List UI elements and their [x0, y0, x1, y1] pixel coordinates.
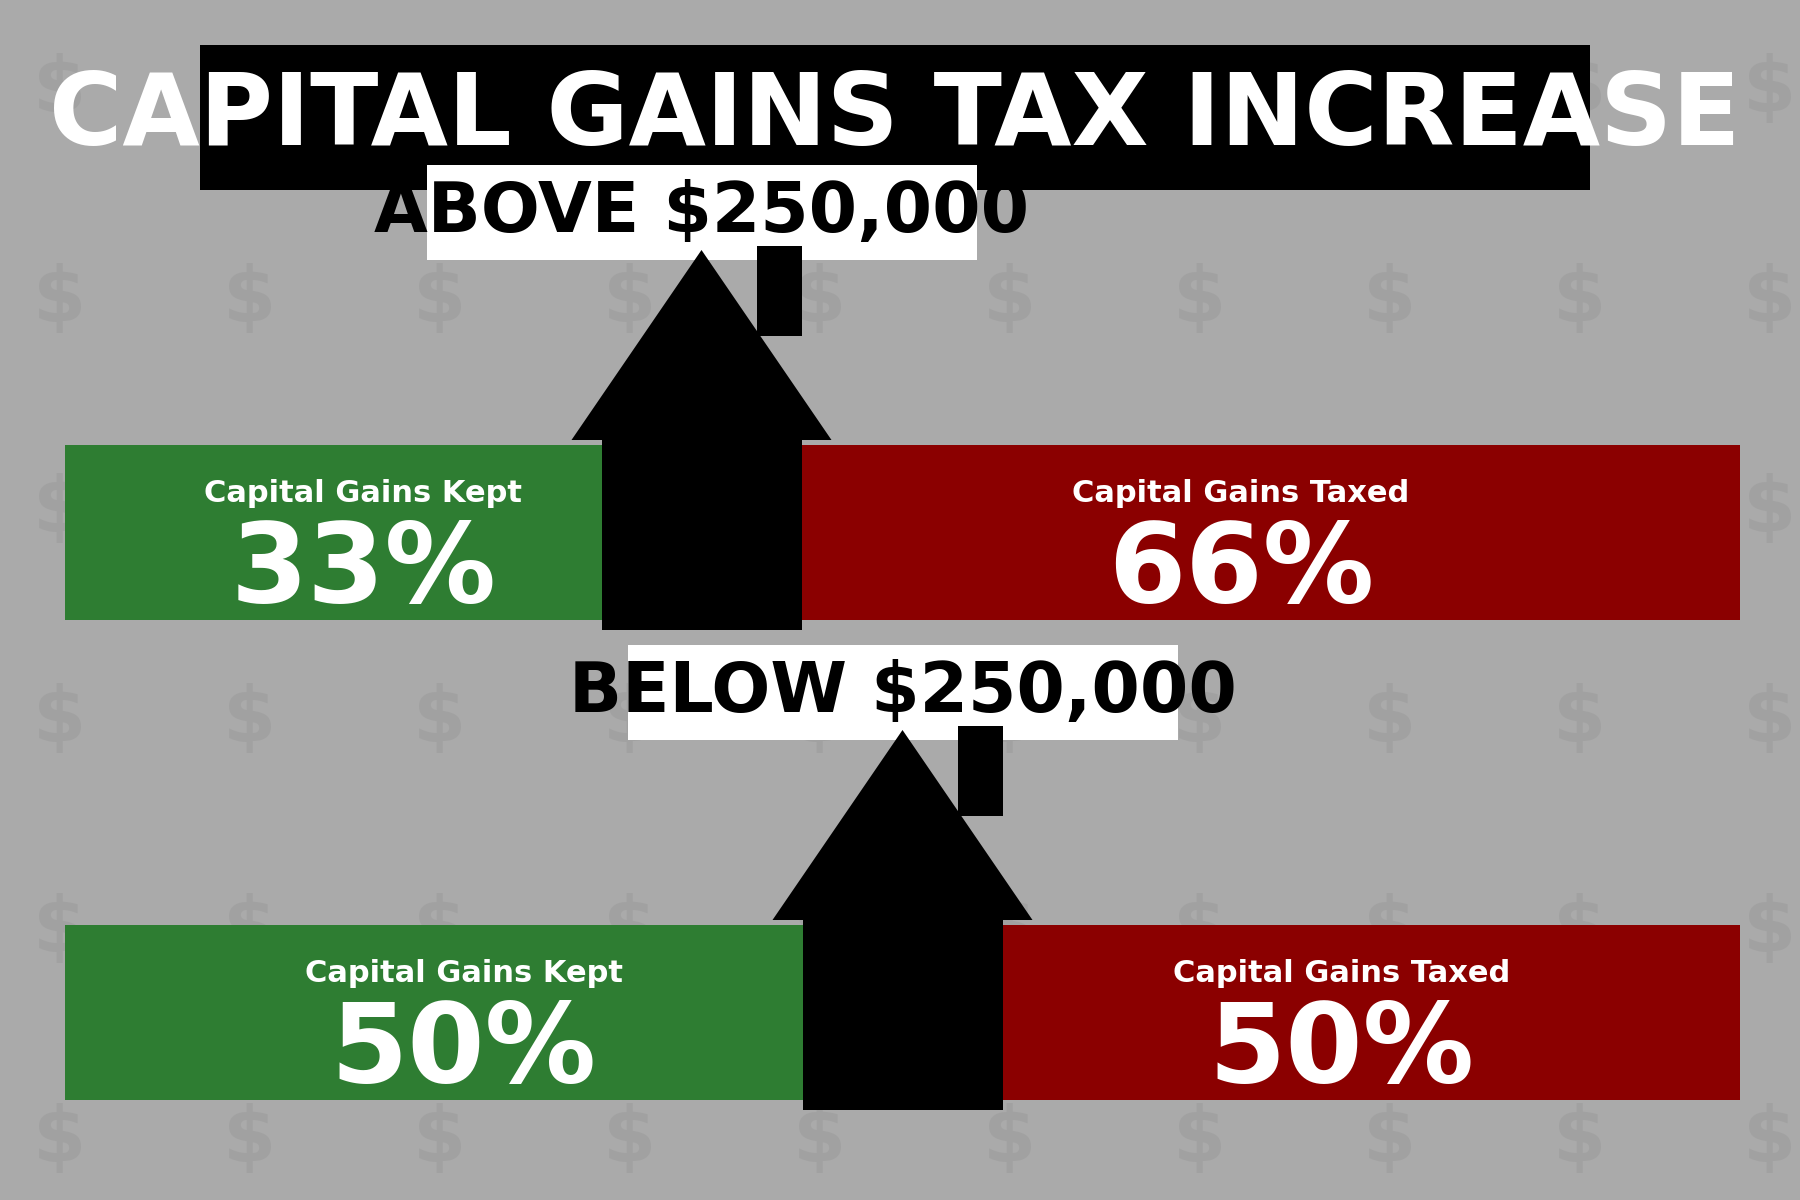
- FancyBboxPatch shape: [803, 920, 1003, 1110]
- Text: $: $: [983, 473, 1037, 547]
- Text: $: $: [34, 893, 86, 967]
- Text: $: $: [1553, 1103, 1607, 1177]
- Text: $: $: [603, 473, 657, 547]
- Text: $: $: [34, 263, 86, 337]
- Text: $: $: [414, 683, 466, 757]
- Text: $: $: [1174, 263, 1226, 337]
- Text: $: $: [414, 893, 466, 967]
- Text: 66%: 66%: [1107, 517, 1373, 624]
- Text: $: $: [983, 893, 1037, 967]
- Text: $: $: [1553, 683, 1607, 757]
- Text: 50%: 50%: [1208, 997, 1474, 1104]
- Text: $: $: [414, 263, 466, 337]
- Text: $: $: [794, 473, 846, 547]
- FancyBboxPatch shape: [958, 726, 1003, 816]
- Text: $: $: [1174, 53, 1226, 127]
- Text: $: $: [1363, 893, 1417, 967]
- Text: $: $: [414, 53, 466, 127]
- Text: Capital Gains Taxed: Capital Gains Taxed: [1172, 960, 1510, 989]
- Text: $: $: [1553, 53, 1607, 127]
- Text: $: $: [603, 263, 657, 337]
- Text: $: $: [223, 263, 277, 337]
- Text: $: $: [603, 1103, 657, 1177]
- Text: $: $: [1553, 473, 1607, 547]
- Text: $: $: [1363, 473, 1417, 547]
- Text: $: $: [223, 473, 277, 547]
- Text: $: $: [1744, 53, 1796, 127]
- FancyBboxPatch shape: [601, 440, 801, 630]
- Text: $: $: [1363, 683, 1417, 757]
- Text: $: $: [414, 473, 466, 547]
- Text: $: $: [983, 683, 1037, 757]
- Text: $: $: [1174, 1103, 1226, 1177]
- Text: $: $: [603, 683, 657, 757]
- Text: $: $: [983, 1103, 1037, 1177]
- Text: $: $: [34, 473, 86, 547]
- FancyBboxPatch shape: [200, 44, 1589, 190]
- Text: $: $: [1363, 53, 1417, 127]
- Text: $: $: [1744, 473, 1796, 547]
- Text: $: $: [794, 1103, 846, 1177]
- Text: $: $: [1744, 893, 1796, 967]
- Text: $: $: [983, 53, 1037, 127]
- Text: $: $: [34, 1103, 86, 1177]
- FancyBboxPatch shape: [756, 246, 801, 336]
- Polygon shape: [572, 250, 832, 440]
- Text: $: $: [794, 683, 846, 757]
- Text: $: $: [1174, 683, 1226, 757]
- Text: Capital Gains Kept: Capital Gains Kept: [304, 960, 623, 989]
- Text: $: $: [34, 53, 86, 127]
- Text: 50%: 50%: [331, 997, 598, 1104]
- Text: 33%: 33%: [230, 517, 497, 624]
- Text: $: $: [223, 1103, 277, 1177]
- Text: CAPITAL GAINS TAX INCREASE: CAPITAL GAINS TAX INCREASE: [49, 68, 1741, 166]
- FancyBboxPatch shape: [65, 925, 902, 1100]
- Text: $: $: [223, 683, 277, 757]
- Text: $: $: [1744, 263, 1796, 337]
- Text: $: $: [1174, 893, 1226, 967]
- Text: $: $: [1174, 473, 1226, 547]
- Text: $: $: [34, 683, 86, 757]
- Text: $: $: [794, 53, 846, 127]
- Text: $: $: [603, 893, 657, 967]
- Text: $: $: [223, 53, 277, 127]
- FancyBboxPatch shape: [65, 445, 702, 620]
- Text: $: $: [794, 893, 846, 967]
- Text: $: $: [1553, 893, 1607, 967]
- Text: $: $: [1553, 263, 1607, 337]
- Text: $: $: [1744, 683, 1796, 757]
- Text: $: $: [1744, 1103, 1796, 1177]
- Text: $: $: [983, 263, 1037, 337]
- Text: $: $: [794, 263, 846, 337]
- Text: BELOW $250,000: BELOW $250,000: [569, 659, 1237, 726]
- Text: $: $: [223, 893, 277, 967]
- Text: $: $: [603, 53, 657, 127]
- Text: $: $: [1363, 263, 1417, 337]
- Text: Capital Gains Kept: Capital Gains Kept: [203, 480, 522, 509]
- FancyBboxPatch shape: [427, 164, 976, 260]
- Text: $: $: [1363, 1103, 1417, 1177]
- Text: Capital Gains Taxed: Capital Gains Taxed: [1073, 480, 1409, 509]
- Text: ABOVE $250,000: ABOVE $250,000: [374, 179, 1030, 246]
- Text: $: $: [414, 1103, 466, 1177]
- FancyBboxPatch shape: [902, 925, 1741, 1100]
- FancyBboxPatch shape: [628, 646, 1177, 740]
- Polygon shape: [772, 730, 1033, 920]
- FancyBboxPatch shape: [702, 445, 1741, 620]
